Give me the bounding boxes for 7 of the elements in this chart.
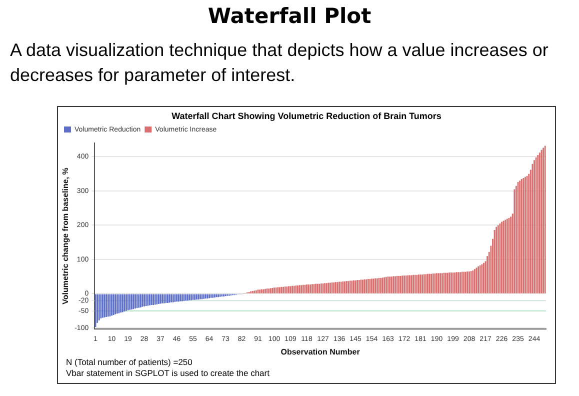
x-axis-title: Observation Number <box>280 347 360 356</box>
text: Vbar statement in SGPLOT is used to create the chart <box>66 368 270 379</box>
y-axis-title: Volumetric change from baseline, % <box>61 168 70 304</box>
text: N (Total number of patients) =250 <box>66 357 194 368</box>
chart-title: Waterfall Plot <box>206 4 372 28</box>
text: Waterfall Chart Showing Volumetric Reduction of Brain Tumors <box>170 111 442 121</box>
chart-subtitle: A data visualization technique that depicts how a value increases or decreases for parameter of interest. <box>10 39 550 87</box>
